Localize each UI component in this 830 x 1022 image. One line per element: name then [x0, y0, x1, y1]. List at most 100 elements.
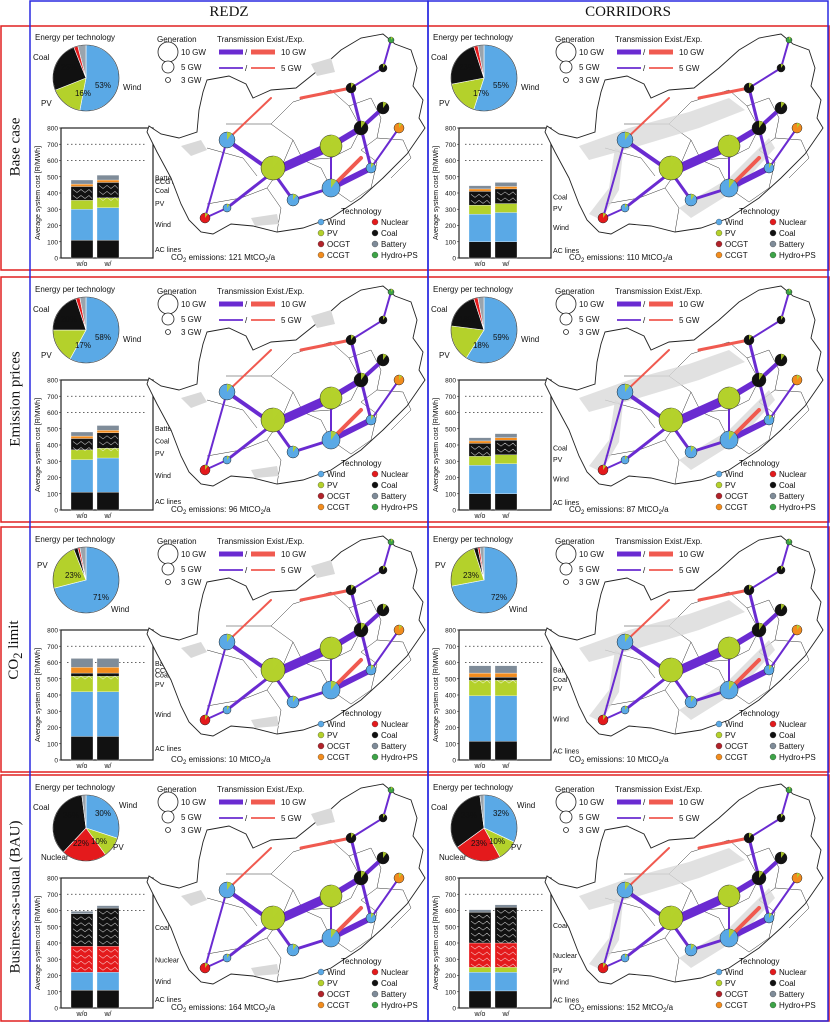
bar-segment-ccgt: [96, 430, 120, 433]
bar-legend-label: PV: [155, 451, 165, 458]
slash: /: [245, 798, 248, 807]
tech-legend-label: Nuclear: [779, 968, 807, 977]
gen-size-label: 10 GW: [579, 300, 604, 309]
text-span: CO: [569, 253, 581, 262]
bar-legend-label: Wind: [553, 477, 569, 484]
tech-legend-label: CCGT: [725, 1001, 748, 1010]
bar-segment-ac-lines: [468, 741, 492, 761]
pie-label: 17%: [75, 341, 91, 350]
pie-label: 25%: [61, 63, 77, 72]
bar-legend-label: PV: [155, 682, 165, 689]
trans-size-label: 5 GW: [679, 316, 700, 325]
bar-segment-ccgt: [468, 672, 492, 678]
tech-legend-marker: [371, 218, 379, 226]
bar-legend-label: PV: [553, 457, 563, 464]
pie-label: 33%: [461, 811, 477, 820]
bar-legend-label: Wind: [155, 712, 171, 719]
gen-size-label: 10 GW: [181, 798, 206, 807]
tech-legend-marker: [371, 229, 379, 237]
tech-legend-marker: [371, 990, 379, 998]
pie-label: Coal: [33, 305, 50, 314]
bar-category-label: w/o: [474, 763, 486, 770]
y-tick-label: 800: [47, 876, 58, 883]
y-axis-label: Average system cost [R/MWh]: [35, 648, 42, 742]
y-tick-label: 600: [445, 660, 456, 667]
tech-legend-marker: [371, 240, 379, 248]
bar-segment-coal: [96, 432, 120, 449]
tech-legend-marker: [715, 251, 723, 259]
tech-legend-marker: [715, 492, 723, 500]
trans-size-label: 10 GW: [281, 300, 306, 309]
y-tick-label: 600: [47, 158, 58, 165]
tech-legend-marker: [715, 968, 723, 976]
trans-size-label: 5 GW: [679, 566, 700, 575]
transmission-title: Transmission Exist./Exp.: [217, 785, 304, 794]
panel-bau-redz: Energy per technology Coal 36% 30% Wind PV 10%…: [33, 783, 426, 1018]
trans-size-label: 5 GW: [679, 64, 700, 73]
slash: /: [643, 316, 646, 325]
slash: /: [643, 64, 646, 73]
bar-legend-label: PV: [553, 968, 563, 975]
y-tick-label: 700: [47, 892, 58, 899]
gen-size-circle: [559, 562, 573, 576]
tech-legend-label: OCGT: [327, 492, 350, 501]
tech-legend-label: Wind: [327, 470, 345, 479]
bar-segment-battery: [494, 904, 518, 908]
tech-legend-marker: [317, 720, 325, 728]
column-title-redz: REDZ: [209, 4, 249, 20]
tech-legend-label: CCGT: [725, 753, 748, 762]
panel-base-redz: Energy per technology Coal 25% 53% Wind PV 16%…: [33, 33, 426, 268]
bar-segment-ccgt: [96, 667, 120, 674]
tech-legend-marker: [715, 470, 723, 478]
y-tick-label: 100: [445, 741, 456, 748]
bar-segment-pv: [96, 676, 120, 692]
y-tick-label: 600: [47, 410, 58, 417]
bar-segment-wind: [70, 209, 94, 241]
trans-size-label: 10 GW: [281, 798, 306, 807]
pie-label: Wind: [517, 801, 535, 810]
bar-segment-wind: [70, 691, 94, 737]
bar-segment-coal: [468, 443, 492, 457]
pie-label: Coal: [431, 803, 448, 812]
gen-size-label: 5 GW: [181, 63, 202, 72]
gen-size-circle: [563, 827, 569, 833]
gen-size-circle: [161, 312, 175, 326]
y-tick-label: 100: [47, 239, 58, 246]
y-tick-label: 0: [452, 758, 456, 765]
energy-title: Energy per technology: [35, 33, 115, 42]
slash: /: [245, 48, 248, 57]
tech-legend-marker: [317, 742, 325, 750]
bar-segment-pv: [468, 456, 492, 466]
bar-segment-wind: [468, 695, 492, 742]
bar-segment-battery: [468, 185, 492, 190]
y-tick-label: 800: [445, 876, 456, 883]
y-axis-label: Average system cost [R/MWh]: [433, 146, 440, 240]
bar-category-label: w/o: [474, 1011, 486, 1018]
tech-legend-label: Nuclear: [381, 218, 409, 227]
bar-segment-battery: [70, 658, 94, 668]
text-span: CO: [569, 505, 581, 514]
bar-segment-wind: [96, 457, 120, 493]
tech-legend-label: Hydro+PS: [381, 1001, 418, 1010]
energy-title: Energy per technology: [35, 783, 115, 792]
pie-label: 18%: [473, 341, 489, 350]
pie-label: Coal: [431, 305, 448, 314]
bar-category-label: w/: [502, 513, 510, 520]
bar-segment-ac-lines: [494, 990, 518, 1009]
bar-category-label: w/: [104, 1011, 112, 1018]
bar-category-label: w/o: [76, 763, 88, 770]
y-tick-label: 800: [47, 126, 58, 133]
y-tick-label: 800: [445, 126, 456, 133]
technology-title: Technology: [739, 709, 779, 718]
gen-size-label: 3 GW: [579, 328, 600, 337]
bar-category-label: w/: [104, 513, 112, 520]
bar-segment-coal: [494, 188, 518, 204]
tech-legend-label: Coal: [381, 481, 398, 490]
transmission-title: Transmission Exist./Exp.: [217, 287, 304, 296]
tech-legend-label: Battery: [779, 492, 804, 501]
transmission-title: Transmission Exist./Exp.: [615, 537, 702, 546]
tech-legend-label: Nuclear: [381, 470, 409, 479]
tech-legend-label: PV: [327, 731, 338, 740]
text-span: /a: [268, 1003, 275, 1012]
bar-segment-wind: [96, 207, 120, 241]
